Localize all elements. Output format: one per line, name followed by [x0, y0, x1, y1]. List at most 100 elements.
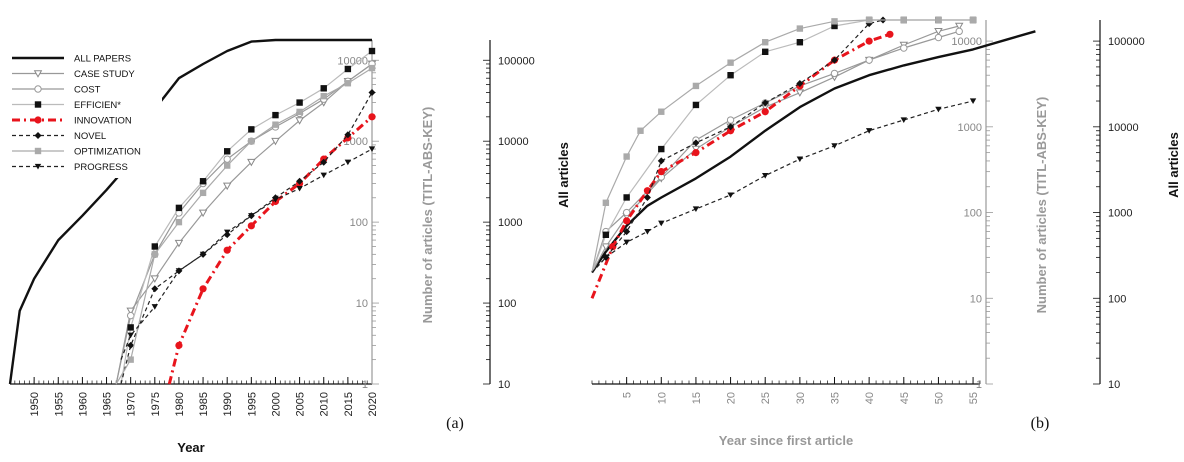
x-tick-label: 35	[830, 392, 842, 404]
legend-marker	[33, 70, 43, 78]
y2-tick-label: 1000	[498, 217, 522, 229]
x-tick-label: 50	[933, 392, 945, 404]
x-tick-label: 30	[795, 392, 807, 404]
x-tick-label: 2000	[270, 392, 282, 416]
data-point	[796, 25, 804, 32]
x-tick-label: 55	[968, 392, 980, 404]
panel-label: (a)	[446, 415, 464, 432]
data-point	[623, 217, 631, 225]
legend-label: EFFICIEN*	[74, 100, 121, 111]
data-point	[247, 158, 256, 167]
data-point	[602, 231, 610, 239]
y2-tick-label: 1000	[1108, 208, 1132, 220]
data-point	[271, 137, 280, 146]
data-point	[644, 228, 651, 235]
data-point	[796, 39, 804, 46]
data-point	[692, 206, 700, 212]
series-line	[115, 63, 373, 385]
data-point	[223, 155, 231, 163]
data-point	[320, 158, 328, 166]
data-point	[368, 47, 376, 55]
legend-marker	[34, 163, 42, 170]
legend-label: CASE STUDY	[74, 69, 135, 80]
y-tick-label: 100	[350, 217, 368, 229]
data-point	[368, 64, 376, 72]
data-point	[344, 159, 352, 166]
data-point	[296, 99, 303, 106]
data-point	[199, 251, 207, 258]
data-point	[934, 28, 943, 36]
x-tick-label: 45	[899, 392, 911, 404]
data-point	[127, 341, 135, 349]
data-point	[247, 222, 255, 230]
x-tick-label: 40	[864, 392, 876, 404]
series-line	[167, 115, 373, 385]
data-point	[637, 127, 644, 134]
x-tick-label: 1980	[174, 392, 186, 416]
data-point	[830, 69, 839, 78]
series-line	[591, 19, 974, 273]
series-line	[590, 32, 891, 299]
data-point	[658, 108, 665, 115]
x-tick-label: 1960	[77, 392, 89, 416]
x-tick-label: 1950	[29, 392, 41, 416]
legend-label: PROGRESS	[74, 162, 128, 173]
data-point	[831, 56, 838, 64]
data-point	[344, 131, 352, 139]
data-point	[344, 80, 352, 87]
data-point	[224, 229, 231, 236]
data-point	[609, 243, 617, 251]
data-point	[762, 48, 769, 56]
data-point	[796, 156, 804, 163]
data-point	[831, 18, 838, 25]
y-tick-label: 10	[356, 298, 368, 310]
data-point	[658, 220, 665, 227]
x-tick-label: 2020	[367, 392, 379, 416]
legend-label: INNOVATION	[74, 116, 132, 127]
data-point	[795, 89, 805, 97]
x-tick-label: 1985	[198, 392, 210, 416]
data-point	[658, 145, 665, 153]
data-point	[643, 193, 651, 201]
data-point	[865, 16, 873, 24]
x-tick-label: 1970	[126, 392, 138, 416]
data-point	[272, 196, 279, 203]
y-tick-label: 1000	[958, 122, 982, 134]
data-point	[692, 139, 700, 147]
series-line	[591, 19, 974, 273]
x-tick-label: 1995	[246, 392, 258, 416]
legend-label: ALL PAPERS	[74, 54, 131, 65]
data-point	[151, 251, 158, 258]
legend-label: COST	[74, 85, 101, 96]
data-point	[368, 113, 376, 121]
data-point	[175, 204, 183, 212]
data-point	[934, 33, 943, 42]
data-point	[272, 111, 279, 119]
data-point	[726, 116, 735, 124]
data-point	[969, 16, 977, 24]
x-tick-label: 2005	[295, 392, 307, 416]
y2-tick-label: 100	[1108, 293, 1126, 305]
legend-marker	[34, 85, 42, 93]
data-point	[727, 72, 734, 79]
series-line	[120, 92, 373, 385]
data-point	[726, 127, 735, 135]
data-point	[296, 108, 303, 116]
y-axis-label: Number of articles (TITL-ABS-KEY)	[420, 107, 435, 324]
legend-label: OPTIMIZATION	[74, 147, 141, 158]
x-axis-label: Year	[177, 440, 204, 455]
x-tick-label: 1965	[102, 392, 114, 416]
data-point	[127, 332, 134, 339]
data-point	[622, 208, 631, 217]
data-point	[900, 44, 908, 52]
y2-tick-label: 10	[498, 379, 510, 391]
x-tick-label: 10	[656, 392, 668, 404]
data-point	[296, 185, 303, 192]
data-point	[727, 59, 734, 66]
data-point	[198, 209, 208, 218]
data-point	[761, 99, 769, 107]
data-point	[762, 172, 769, 179]
data-point	[344, 65, 352, 73]
data-point	[199, 285, 207, 293]
